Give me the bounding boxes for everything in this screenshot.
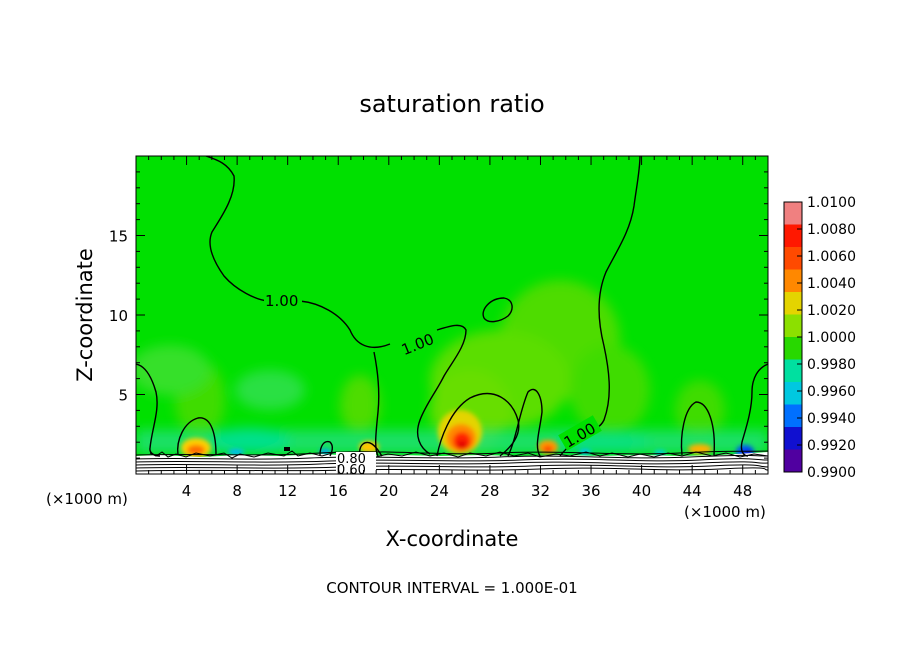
colorbar-segment	[784, 337, 802, 360]
colorbar-level-label: 0.9960	[807, 384, 856, 400]
y-tick-label: 5	[118, 387, 128, 405]
colorbar-level-label: 0.9980	[807, 357, 856, 373]
colorbar-level-label: 0.9920	[807, 438, 856, 454]
contour-label-5: 0.60	[337, 463, 366, 478]
surface-contours	[136, 450, 768, 472]
chart-title: saturation ratio	[359, 90, 544, 118]
colorbar-segment	[784, 314, 802, 338]
contour-interval-note: CONTOUR INTERVAL = 1.000E-01	[326, 579, 577, 597]
colorbar-segment	[784, 449, 802, 473]
colorbar: 1.0100 1.0080 1.0060 1.0040 1.0020 1.0000 0.99…	[783, 195, 856, 481]
contour-lines	[136, 156, 768, 457]
x-tick-label: 8	[232, 482, 242, 500]
x-tick-label: 28	[480, 482, 499, 500]
x-tick-label: 36	[581, 482, 600, 500]
x-tick-label: 44	[683, 482, 702, 500]
colorbar-level-label: 1.0000	[807, 330, 856, 346]
y-axis-label: Z-coordinate	[73, 248, 97, 382]
colorbar-segment	[784, 404, 802, 428]
colorbar-level-label: 1.0020	[807, 303, 856, 319]
x-tick-label: 16	[329, 482, 348, 500]
colorbar-level-label: 1.0060	[807, 249, 856, 265]
colorbar-level-label: 0.9940	[807, 411, 856, 427]
colorbar-level-label: 0.9900	[807, 465, 856, 481]
contour-label-1: 1.00	[265, 292, 298, 310]
y-tick-label: 15	[109, 228, 128, 246]
colorbar-segment	[784, 224, 802, 248]
y-axis-unit: (×1000 m)	[46, 490, 128, 508]
colorbar-segment	[784, 359, 802, 383]
y-tick-label: 10	[109, 307, 128, 325]
axis-ticks	[136, 156, 768, 474]
heatmap-field: 1.00 1.00 1.00 0.80 0.60	[136, 156, 768, 478]
colorbar-segment	[784, 247, 802, 270]
x-axis-unit: (×1000 m)	[684, 503, 766, 521]
x-tick-label: 40	[632, 482, 651, 500]
colorbar-segment	[784, 427, 802, 450]
x-tick-label: 20	[379, 482, 398, 500]
colorbar-segment	[784, 269, 802, 293]
x-axis-label: X-coordinate	[386, 527, 519, 551]
colorbar-level-label: 1.0080	[807, 222, 856, 238]
surface-marker	[284, 447, 290, 451]
x-tick-label: 12	[278, 482, 297, 500]
colorbar-segment	[784, 292, 802, 315]
x-tick-label: 24	[430, 482, 449, 500]
x-tick-label: 48	[733, 482, 752, 500]
x-tick-label: 4	[182, 482, 192, 500]
colorbar-segment	[784, 202, 802, 225]
colorbar-level-label: 1.0040	[807, 276, 856, 292]
colorbar-segment	[784, 382, 802, 405]
x-tick-label: 32	[531, 482, 550, 500]
colorbar-level-label: 1.0100	[807, 195, 856, 211]
